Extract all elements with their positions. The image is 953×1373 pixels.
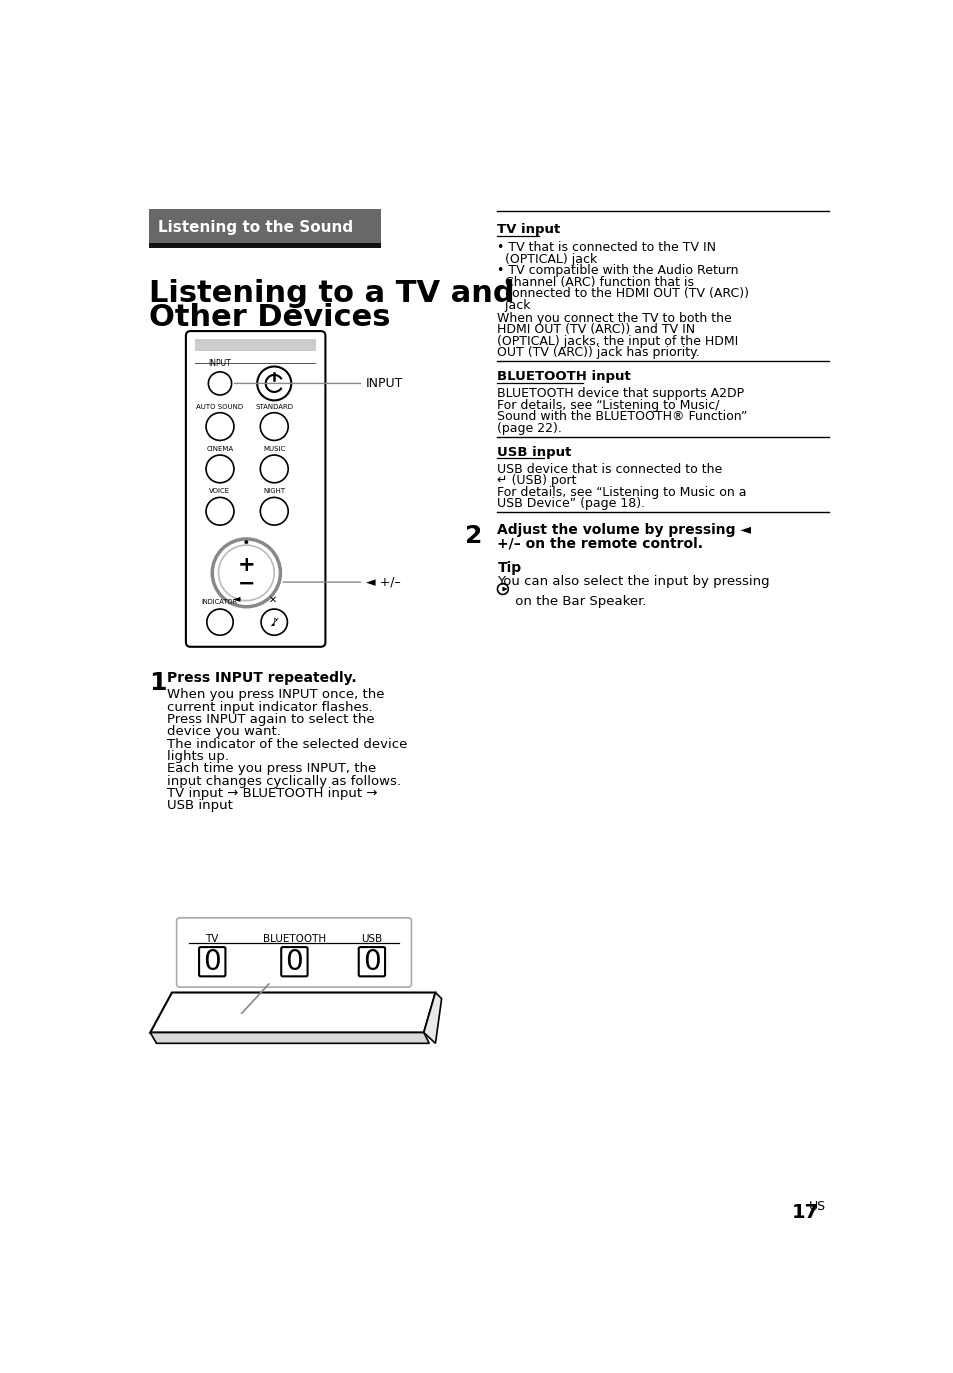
Circle shape: [260, 454, 288, 483]
Text: 17: 17: [791, 1203, 819, 1222]
Text: ◄ +/–: ◄ +/–: [365, 575, 400, 589]
FancyBboxPatch shape: [195, 362, 315, 364]
Text: CINEMA: CINEMA: [206, 446, 233, 452]
FancyBboxPatch shape: [281, 947, 307, 976]
Text: Tip: Tip: [497, 562, 521, 575]
Text: on the Bar Speaker.: on the Bar Speaker.: [511, 595, 646, 608]
Text: You can also select the input by pressing: You can also select the input by pressin…: [497, 575, 769, 588]
Text: MUSIC: MUSIC: [263, 446, 285, 452]
Text: For details, see “Listening to Music on a: For details, see “Listening to Music on …: [497, 486, 746, 498]
Text: ✕: ✕: [269, 596, 276, 605]
Text: INDICATOR: INDICATOR: [202, 599, 238, 605]
Circle shape: [206, 497, 233, 524]
Text: OUT (TV (ARC)) jack has priority.: OUT (TV (ARC)) jack has priority.: [497, 346, 700, 360]
Text: 0: 0: [285, 947, 303, 976]
Polygon shape: [150, 1032, 429, 1043]
Circle shape: [261, 610, 287, 636]
Text: TV: TV: [205, 934, 218, 945]
Text: Other Devices: Other Devices: [149, 303, 390, 332]
Circle shape: [497, 584, 508, 595]
Text: The indicator of the selected device: The indicator of the selected device: [167, 737, 407, 751]
Text: AUTO SOUND: AUTO SOUND: [196, 404, 243, 409]
Text: Press INPUT repeatedly.: Press INPUT repeatedly.: [167, 671, 356, 685]
Text: Channel (ARC) function that is: Channel (ARC) function that is: [497, 276, 694, 288]
Circle shape: [218, 545, 274, 600]
Text: ↵ (USB) port: ↵ (USB) port: [497, 474, 577, 487]
Circle shape: [208, 372, 232, 395]
Text: 2: 2: [464, 524, 482, 548]
Circle shape: [260, 413, 288, 441]
Text: USB input: USB input: [167, 799, 233, 813]
Text: (page 22).: (page 22).: [497, 422, 561, 435]
Text: NIGHT: NIGHT: [263, 489, 285, 494]
Text: USB device that is connected to the: USB device that is connected to the: [497, 463, 722, 476]
Polygon shape: [423, 993, 441, 1043]
Text: VOICE: VOICE: [210, 489, 231, 494]
Text: BLUETOOTH: BLUETOOTH: [263, 934, 326, 945]
Circle shape: [207, 610, 233, 636]
Circle shape: [244, 540, 248, 544]
Text: −: −: [237, 574, 254, 593]
Text: BLUETOOTH input: BLUETOOTH input: [497, 371, 631, 383]
FancyBboxPatch shape: [199, 947, 225, 976]
Text: TV input: TV input: [497, 224, 560, 236]
Text: Each time you press INPUT, the: Each time you press INPUT, the: [167, 762, 376, 776]
Text: 1: 1: [149, 671, 166, 695]
FancyBboxPatch shape: [186, 331, 325, 647]
Text: device you want.: device you want.: [167, 725, 281, 739]
Circle shape: [206, 454, 233, 483]
Circle shape: [260, 497, 288, 524]
Text: input changes cyclically as follows.: input changes cyclically as follows.: [167, 774, 401, 788]
Text: BLUETOOTH device that supports A2DP: BLUETOOTH device that supports A2DP: [497, 387, 743, 401]
Text: Sound with the BLUETOOTH® Function”: Sound with the BLUETOOTH® Function”: [497, 411, 747, 423]
Polygon shape: [150, 993, 435, 1032]
Text: USB Device” (page 18).: USB Device” (page 18).: [497, 497, 645, 511]
Text: STANDARD: STANDARD: [255, 404, 293, 409]
Circle shape: [257, 367, 291, 401]
FancyBboxPatch shape: [195, 339, 315, 351]
Text: lights up.: lights up.: [167, 750, 229, 763]
Text: INPUT: INPUT: [209, 360, 232, 368]
Circle shape: [206, 413, 233, 441]
Text: +/– on the remote control.: +/– on the remote control.: [497, 537, 702, 551]
Text: connected to the HDMI OUT (TV (ARC)): connected to the HDMI OUT (TV (ARC)): [497, 287, 749, 301]
Text: USB: USB: [361, 934, 382, 945]
Text: +: +: [237, 555, 254, 575]
Circle shape: [212, 540, 280, 607]
Text: 0: 0: [363, 947, 380, 976]
Text: For details, see “Listening to Music/: For details, see “Listening to Music/: [497, 398, 720, 412]
Text: INPUT: INPUT: [365, 378, 403, 390]
Text: Listening to a TV and: Listening to a TV and: [149, 279, 514, 308]
Text: US: US: [808, 1200, 825, 1212]
Text: current input indicator flashes.: current input indicator flashes.: [167, 700, 373, 714]
Text: When you press INPUT once, the: When you press INPUT once, the: [167, 688, 384, 702]
Text: When you connect the TV to both the: When you connect the TV to both the: [497, 312, 732, 325]
Text: jack: jack: [497, 299, 531, 312]
FancyBboxPatch shape: [149, 243, 381, 249]
Text: Adjust the volume by pressing ◄: Adjust the volume by pressing ◄: [497, 523, 751, 537]
Text: (OPTICAL) jacks, the input of the HDMI: (OPTICAL) jacks, the input of the HDMI: [497, 335, 738, 347]
Text: (OPTICAL) jack: (OPTICAL) jack: [497, 253, 598, 265]
FancyBboxPatch shape: [358, 947, 385, 976]
Text: • TV that is connected to the TV IN: • TV that is connected to the TV IN: [497, 242, 716, 254]
FancyBboxPatch shape: [149, 210, 381, 243]
Text: USB input: USB input: [497, 446, 571, 459]
Text: TV input → BLUETOOTH input →: TV input → BLUETOOTH input →: [167, 787, 377, 800]
Text: Press INPUT again to select the: Press INPUT again to select the: [167, 713, 375, 726]
Text: ♪̸: ♪̸: [271, 618, 277, 627]
Text: • TV compatible with the Audio Return: • TV compatible with the Audio Return: [497, 264, 739, 277]
Text: 0: 0: [203, 947, 221, 976]
Text: ◄: ◄: [233, 593, 240, 603]
FancyBboxPatch shape: [176, 917, 411, 987]
Text: Listening to the Sound: Listening to the Sound: [158, 220, 353, 235]
Text: HDMI OUT (TV (ARC)) and TV IN: HDMI OUT (TV (ARC)) and TV IN: [497, 324, 695, 336]
